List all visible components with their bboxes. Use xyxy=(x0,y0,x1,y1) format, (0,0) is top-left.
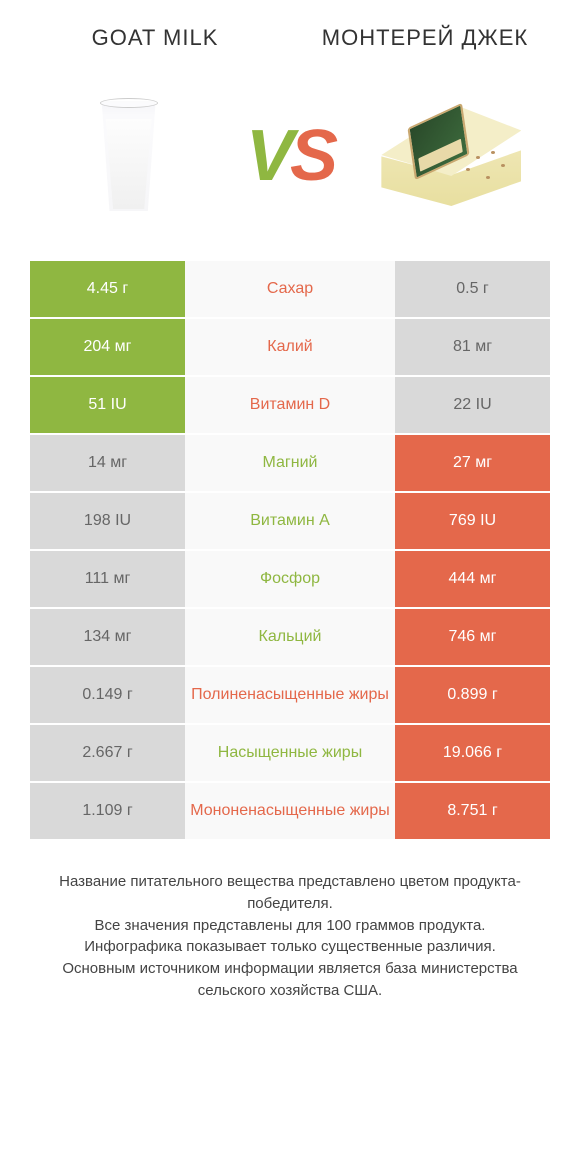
left-value-cell: 0.149 г xyxy=(30,667,185,723)
right-value-cell: 0.899 г xyxy=(395,667,550,723)
left-value-cell: 4.45 г xyxy=(30,261,185,317)
left-value-cell: 1.109 г xyxy=(30,783,185,839)
right-value-cell: 0.5 г xyxy=(395,261,550,317)
table-row: 51 IUВитамин D22 IU xyxy=(30,377,550,435)
left-value-cell: 204 мг xyxy=(30,319,185,375)
right-value-cell: 22 IU xyxy=(395,377,550,433)
left-value-cell: 111 мг xyxy=(30,551,185,607)
vs-v: V xyxy=(246,115,290,197)
header: GOAT MILK МОНТЕРЕЙ ДЖЕК xyxy=(0,0,580,61)
right-value-cell: 27 мг xyxy=(395,435,550,491)
table-row: 2.667 гНасыщенные жиры19.066 г xyxy=(30,725,550,783)
footer-notes: Название питательного вещества представл… xyxy=(0,841,580,1002)
nutrient-label-cell: Витамин D xyxy=(185,377,395,433)
footer-line: Инфографика показывает только существенн… xyxy=(30,936,550,958)
images-row: VS xyxy=(0,61,580,261)
footer-line: Название питательного вещества представл… xyxy=(30,871,550,915)
right-value-cell: 19.066 г xyxy=(395,725,550,781)
table-row: 0.149 гПолиненасыщенные жиры0.899 г xyxy=(30,667,550,725)
left-value-cell: 14 мг xyxy=(30,435,185,491)
right-value-cell: 8.751 г xyxy=(395,783,550,839)
table-row: 134 мгКальций746 мг xyxy=(30,609,550,667)
milk-glass-icon xyxy=(99,101,159,211)
cheese-wedge-icon xyxy=(376,96,526,216)
right-value-cell: 444 мг xyxy=(395,551,550,607)
left-product-title: GOAT MILK xyxy=(34,25,277,51)
nutrient-label-cell: Кальций xyxy=(185,609,395,665)
vs-s: S xyxy=(290,115,334,197)
right-product-image xyxy=(371,76,531,236)
table-row: 4.45 гСахар0.5 г xyxy=(30,261,550,319)
nutrient-label-cell: Фосфор xyxy=(185,551,395,607)
table-row: 111 мгФосфор444 мг xyxy=(30,551,550,609)
nutrient-label-cell: Мононенасыщенные жиры xyxy=(185,783,395,839)
comparison-table: 4.45 гСахар0.5 г204 мгКалий81 мг51 IUВит… xyxy=(30,261,550,841)
nutrient-label-cell: Калий xyxy=(185,319,395,375)
table-row: 1.109 гМононенасыщенные жиры8.751 г xyxy=(30,783,550,841)
table-row: 204 мгКалий81 мг xyxy=(30,319,550,377)
footer-line: Все значения представлены для 100 граммо… xyxy=(30,915,550,937)
table-row: 198 IUВитамин A769 IU xyxy=(30,493,550,551)
left-product-image xyxy=(49,76,209,236)
nutrient-label-cell: Витамин A xyxy=(185,493,395,549)
left-value-cell: 198 IU xyxy=(30,493,185,549)
left-value-cell: 2.667 г xyxy=(30,725,185,781)
nutrient-label-cell: Насыщенные жиры xyxy=(185,725,395,781)
nutrient-label-cell: Сахар xyxy=(185,261,395,317)
right-value-cell: 81 мг xyxy=(395,319,550,375)
right-value-cell: 769 IU xyxy=(395,493,550,549)
footer-line: Основным источником информации является … xyxy=(30,958,550,1002)
vs-label: VS xyxy=(246,115,334,197)
left-value-cell: 51 IU xyxy=(30,377,185,433)
nutrient-label-cell: Полиненасыщенные жиры xyxy=(185,667,395,723)
right-value-cell: 746 мг xyxy=(395,609,550,665)
right-product-title: МОНТЕРЕЙ ДЖЕК xyxy=(304,25,547,51)
table-row: 14 мгМагний27 мг xyxy=(30,435,550,493)
left-value-cell: 134 мг xyxy=(30,609,185,665)
nutrient-label-cell: Магний xyxy=(185,435,395,491)
